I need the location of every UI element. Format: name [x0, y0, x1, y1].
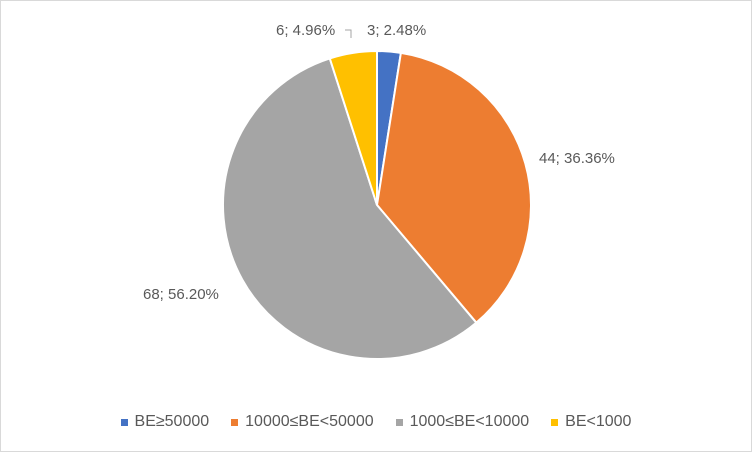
legend-label: BE≥50000 [134, 413, 210, 430]
data-label: 44; 36.36% [539, 150, 615, 167]
legend-label: 10000≤BE<50000 [245, 413, 374, 430]
legend-item: 10000≤BE<50000 [231, 413, 374, 431]
legend-label: 1000≤BE<10000 [409, 413, 530, 430]
legend-swatch [395, 418, 403, 426]
data-label: 6; 4.96% [276, 22, 335, 39]
legend-item: BE<1000 [551, 413, 631, 431]
pie-slice [222, 57, 478, 360]
data-label: 68; 56.20% [143, 286, 219, 303]
pie-slice [375, 51, 532, 325]
legend-label: BE<1000 [565, 413, 632, 430]
legend-item: 1000≤BE<10000 [395, 413, 530, 431]
leader-line [345, 29, 352, 38]
legend-item: BE≥50000 [120, 413, 210, 431]
legend: BE≥50000 10000≤BE<50000 1000≤BE<10000 BE<10… [1, 413, 751, 431]
legend-swatch [231, 418, 239, 426]
pie-slice [328, 49, 378, 206]
legend-swatch [120, 418, 128, 426]
legend-swatch [551, 418, 559, 426]
data-label: 3; 2.48% [367, 22, 426, 39]
